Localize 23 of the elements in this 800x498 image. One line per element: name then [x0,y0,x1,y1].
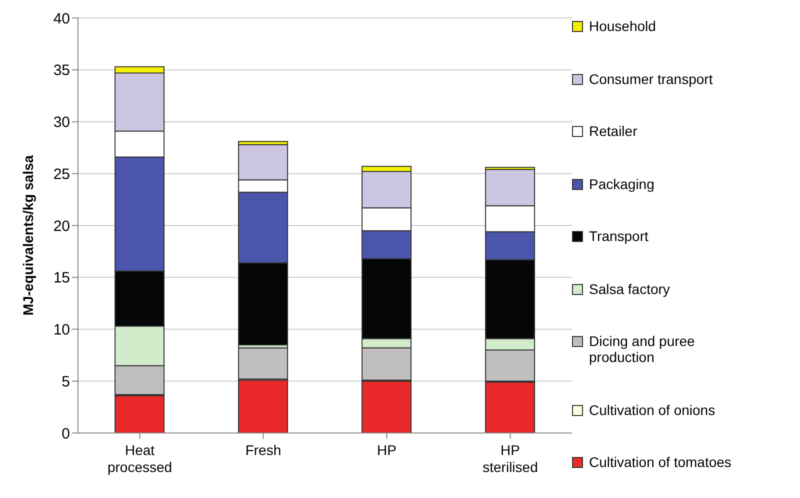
x-tick-label: HP [377,442,396,458]
legend-label: Household [589,18,656,34]
legend-label: Retailer [589,123,638,139]
x-tick-label: Fresh [245,442,282,458]
y-tick-label: 5 [62,373,70,390]
y-tick-label: 25 [53,166,70,183]
y-tick-label: 0 [62,425,70,442]
legend-label: Consumer transport [589,70,713,86]
y-tick-label: 10 [53,322,70,339]
y-tick-label: 40 [53,10,70,28]
x-tick-label: HP sterilised [482,442,538,475]
y-tick-label: 15 [53,270,70,287]
legend-label: Dicing and puree production [589,333,696,365]
y-tick-label: 35 [53,62,70,80]
legend-label: Cultivation of onions [589,402,716,418]
legend-label: Packaging [589,176,654,192]
y-tick-label: 30 [53,114,70,132]
x-tick-label: Heat processed [107,442,172,475]
legend-label: Salsa factory [589,280,670,296]
legend-label: Cultivation of tomatoes [589,454,732,470]
legend-label: Transport [589,228,648,244]
y-axis-title: MJ-equivalents/kg salsa [20,154,36,316]
y-tick-label: 20 [53,218,70,235]
